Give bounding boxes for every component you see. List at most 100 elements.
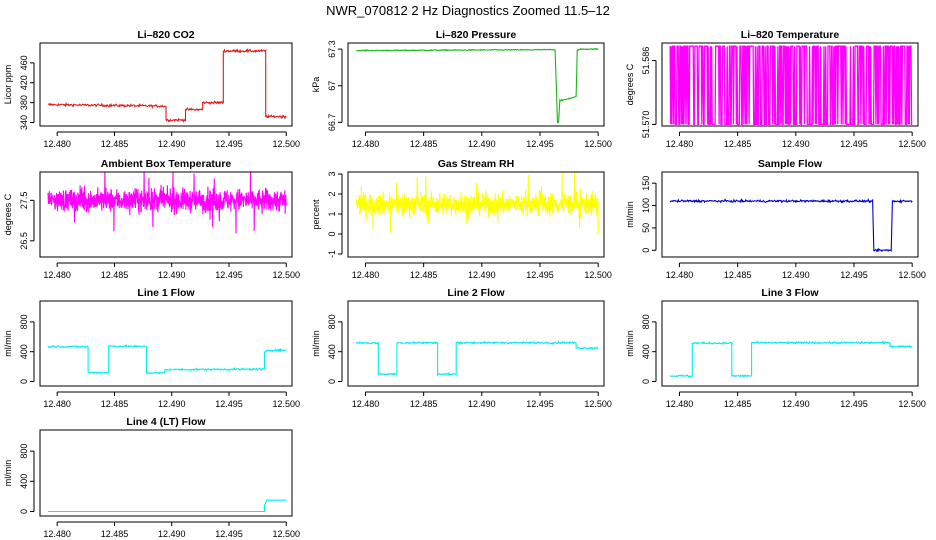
y-tick-label: 27.5 [19,192,29,210]
x-tick-label: 12.480 [666,139,694,149]
y-axis: 0 400 800 [19,314,35,384]
panel-frame [39,171,293,258]
panel-title: Li–820 Pressure [436,29,517,41]
x-tick-label: 12.490 [468,139,496,149]
series-layer [47,172,287,234]
x-tick-label: 12.480 [352,399,380,409]
y-axis-label: Licor ppm [3,65,13,105]
x-axis: 12.480 12.485 12.490 12.495 12.500 [43,262,301,280]
panel-frame [661,300,919,387]
x-tick-label: 12.495 [840,270,868,280]
x-tick-label: 12.500 [584,399,612,409]
y-axis-label: percent [311,199,321,230]
panel-6: Sample Flow 12.480 12.485 12.490 12.495 12.50… [625,158,926,280]
x-tick-label: 12.490 [468,270,496,280]
series-line-1 [355,340,599,377]
panel-title: Ambient Box Temperature [101,158,232,170]
y-tick-label: 800 [19,444,29,459]
y-tick-label: 50 [641,223,651,233]
series-line-1 [48,499,287,513]
x-tick-label: 12.485 [724,270,752,280]
x-tick-label: 12.500 [273,270,301,280]
panel-frame [39,429,293,517]
x-tick-label: 12.485 [724,399,752,409]
series-line-1 [669,198,913,253]
y-tick-label: 800 [327,314,337,329]
figure-title: NWR_070812 2 Hz Diagnostics Zoomed 11.5–… [326,3,610,18]
y-axis-label: ml/min [3,330,13,357]
series-layer [669,45,913,126]
x-axis: 12.480 12.485 12.490 12.495 12.500 [352,262,612,280]
x-axis: 12.480 12.485 12.490 12.495 12.500 [666,131,926,149]
panel-9: Line 3 Flow 12.480 12.485 12.490 12.495 12.50… [625,287,926,409]
y-tick-label: 400 [19,474,29,489]
x-tick-label: 12.495 [215,270,243,280]
x-tick-label: 12.485 [410,270,438,280]
y-axis: 26.5 27.5 [19,192,35,250]
y-axis: 0 400 800 [327,314,343,384]
y-tick-label: 380 [19,95,29,110]
x-tick-label: 12.480 [43,270,71,280]
y-tick-label: 51.586 [641,47,651,75]
panel-7: Line 1 Flow 12.480 12.485 12.490 12.495 12.50… [3,287,300,409]
panel-frame [347,171,605,258]
series-layer [47,343,287,375]
y-tick-label: 340 [19,115,29,130]
series-layer [355,340,599,377]
x-tick-label: 12.500 [898,399,926,409]
x-tick-label: 12.490 [158,399,186,409]
x-axis: 12.480 12.485 12.490 12.495 12.500 [666,262,926,280]
x-tick-label: 12.480 [666,399,694,409]
y-tick-label: 26.5 [19,232,29,250]
panel-title: Sample Flow [758,158,823,170]
panel-title: Line 2 Flow [447,287,505,299]
y-axis-label: ml/min [3,460,13,487]
panel-frame [39,42,293,127]
x-axis: 12.480 12.485 12.490 12.495 12.500 [352,131,612,149]
x-tick-label: 12.495 [215,139,243,149]
y-tick-label: 0 [641,248,651,253]
panel-title: Line 4 (LT) Flow [126,416,206,428]
x-tick-label: 12.495 [526,270,554,280]
y-axis: 0 50 100 150 [641,176,657,253]
panel-8: Line 2 Flow 12.480 12.485 12.490 12.495 12.50… [311,287,612,409]
panel-title: Gas Stream RH [438,158,514,170]
x-tick-label: 12.485 [101,270,129,280]
x-tick-label: 12.500 [273,529,301,539]
x-tick-label: 12.500 [898,139,926,149]
y-tick-label: 420 [19,75,29,90]
x-tick-label: 12.485 [410,139,438,149]
panel-10: Line 4 (LT) Flow 12.480 12.485 12.490 12.495… [3,416,300,539]
y-tick-label: 100 [641,198,651,213]
y-tick-label: 67.3 [327,40,337,58]
x-tick-label: 12.485 [410,399,438,409]
y-axis-label: degrees C [3,193,13,235]
series-layer [669,198,913,253]
panel-frame [661,171,919,258]
x-tick-label: 12.485 [101,139,129,149]
panels-container: Li–820 CO2 12.480 12.485 12.490 12.495 12.500… [3,29,926,539]
panel-title: Line 1 Flow [137,287,195,299]
y-tick-label: 400 [641,344,651,359]
panel-frame [347,300,605,387]
x-tick-label: 12.495 [526,399,554,409]
y-tick-label: 0 [327,379,337,384]
y-tick-label: 0 [641,379,651,384]
x-tick-label: 12.500 [273,399,301,409]
series-line-1 [669,340,913,378]
y-tick-label: 800 [19,314,29,329]
x-tick-label: 12.490 [782,270,810,280]
x-tick-label: 12.485 [724,139,752,149]
y-axis: 51.570 51.586 [641,47,657,139]
x-tick-label: 12.500 [273,139,301,149]
y-axis: 340 380 420 460 [19,55,35,130]
x-axis: 12.480 12.485 12.490 12.495 12.500 [666,391,926,409]
y-tick-label: 0 [19,509,29,514]
y-tick-label: 51.570 [641,111,651,139]
x-tick-label: 12.485 [101,399,129,409]
x-tick-label: 12.495 [840,399,868,409]
x-axis: 12.480 12.485 12.490 12.495 12.500 [43,521,301,539]
